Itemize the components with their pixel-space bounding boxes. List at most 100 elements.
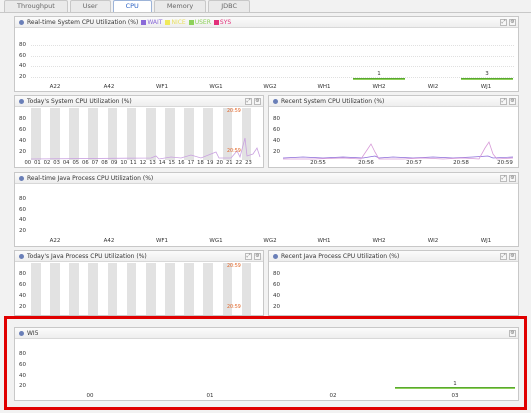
legend-nice: NICE — [165, 18, 186, 26]
tab-divider — [0, 12, 531, 13]
hour-label: 15 — [168, 160, 175, 166]
hour-label: 12 — [139, 160, 147, 166]
stripe — [145, 263, 156, 315]
x-label: WG1 — [209, 84, 223, 90]
y-tick: 40 — [19, 138, 26, 144]
time-marker: 20:59 — [227, 264, 241, 269]
settings-icon[interactable]: ⚙ — [509, 330, 516, 337]
legend-label: NICE — [171, 18, 186, 26]
time-marker: 20:59 — [227, 109, 241, 114]
x-label: WF1 — [155, 238, 169, 244]
y-tick: 20 — [19, 304, 26, 310]
bar-core-03 — [395, 387, 515, 389]
y-tick: 20 — [19, 383, 26, 389]
legend-swatch — [165, 19, 171, 25]
panel-icon — [273, 253, 278, 259]
stripe — [165, 108, 175, 160]
hour-label: 06 — [82, 160, 89, 166]
panel-icon — [19, 98, 24, 104]
hour-label: 13 — [149, 160, 156, 166]
y-tick: 60 — [19, 362, 26, 368]
x-label: 00 — [86, 393, 94, 399]
panel-header: Today's Java Process CPU Utilization (%)… — [15, 251, 263, 262]
stripe — [184, 263, 194, 315]
panel-header: Recent Java Process CPU Utilization (%) … — [269, 251, 518, 262]
legend-swatch — [213, 19, 219, 25]
legend-user: USER — [188, 19, 211, 26]
y-tick: 80 — [19, 196, 26, 202]
expand-icon[interactable]: ⤢ — [500, 253, 507, 260]
stripe — [193, 263, 204, 315]
legend-label: WAIT — [147, 18, 163, 26]
expand-icon[interactable]: ⤢ — [500, 175, 507, 182]
expand-icon[interactable]: ⤢ — [500, 98, 507, 105]
stripe — [232, 263, 242, 315]
x-label: A42 — [103, 238, 115, 244]
hour-label: 17 — [187, 160, 195, 166]
recent-java-cpu-panel: Recent Java Process CPU Utilization (%) … — [268, 250, 519, 316]
y-tick: 80 — [19, 42, 26, 48]
stripe — [88, 263, 99, 315]
expand-icon[interactable]: ⤢ — [245, 98, 252, 105]
y-tick: 20 — [273, 304, 280, 310]
tab-bar: Throughput User CPU Memory JDBC — [4, 0, 251, 12]
hour-label: 01 — [34, 160, 41, 166]
gridline — [31, 66, 514, 67]
hour-label: 18 — [197, 160, 204, 166]
settings-icon[interactable]: ⚙ — [509, 98, 516, 105]
x-label: WJ1 — [480, 84, 492, 90]
x-label: A22 — [49, 84, 61, 90]
realtime-system-cpu-panel: Real-time System CPU Utilization (%) WAI… — [14, 16, 519, 92]
tab-jdbc[interactable]: JDBC — [208, 0, 251, 12]
stripe — [40, 263, 51, 315]
hour-label: 21 — [225, 160, 233, 166]
stripe — [69, 108, 79, 160]
stripe — [251, 263, 261, 315]
settings-icon[interactable]: ⚙ — [509, 19, 516, 26]
bar-value: 3 — [485, 71, 489, 77]
stripe — [241, 108, 252, 160]
panel-controls: ⤢ ⚙ — [500, 98, 516, 105]
stripe — [50, 263, 60, 315]
x-label: WI2 — [427, 84, 439, 90]
tab-user[interactable]: User — [69, 0, 111, 12]
settings-icon[interactable]: ⚙ — [509, 253, 516, 260]
x-label: 20:57 — [406, 160, 422, 166]
y-tick: 60 — [19, 207, 26, 213]
x-label: WH2 — [372, 84, 386, 90]
expand-icon[interactable]: ⤢ — [245, 253, 252, 260]
hour-stripes — [31, 108, 261, 160]
stripe — [59, 263, 70, 315]
x-label: WH1 — [317, 84, 331, 90]
today-system-cpu-panel: Today's System CPU Utilization (%) ⤢ ⚙ 2… — [14, 95, 264, 168]
legend-swatch — [188, 19, 194, 25]
hour-label: 00 — [24, 160, 32, 166]
stripe — [165, 263, 175, 315]
y-tick: 40 — [273, 138, 280, 144]
tab-throughput[interactable]: Throughput — [4, 0, 68, 12]
wi5-cpu-panel: WI5 ⚙ 80 60 40 20 1 00 01 02 03 — [14, 327, 519, 401]
stripe — [117, 263, 127, 315]
hour-label: 04 — [62, 160, 70, 166]
y-tick: 40 — [273, 293, 280, 299]
highlight-box — [4, 316, 527, 410]
panel-header: Recent System CPU Utilization (%) ⤢ ⚙ — [269, 96, 518, 107]
panel-icon — [19, 175, 24, 181]
expand-icon[interactable]: ⤢ — [500, 19, 507, 26]
cpu-usage-line — [31, 137, 261, 160]
settings-icon[interactable]: ⚙ — [254, 253, 261, 260]
stripe — [155, 108, 166, 160]
tab-memory[interactable]: Memory — [153, 0, 207, 12]
hour-stripes — [31, 263, 261, 315]
stripe — [107, 108, 118, 160]
tab-cpu[interactable]: CPU — [112, 0, 152, 12]
stripe — [50, 108, 60, 160]
legend-label: SYS — [219, 18, 232, 26]
settings-icon[interactable]: ⚙ — [509, 175, 516, 182]
y-tick: 60 — [273, 127, 280, 133]
x-label: WH2 — [372, 238, 386, 244]
settings-icon[interactable]: ⚙ — [254, 98, 261, 105]
stripe — [145, 108, 156, 160]
stripe — [40, 108, 51, 160]
stripe — [78, 108, 89, 160]
